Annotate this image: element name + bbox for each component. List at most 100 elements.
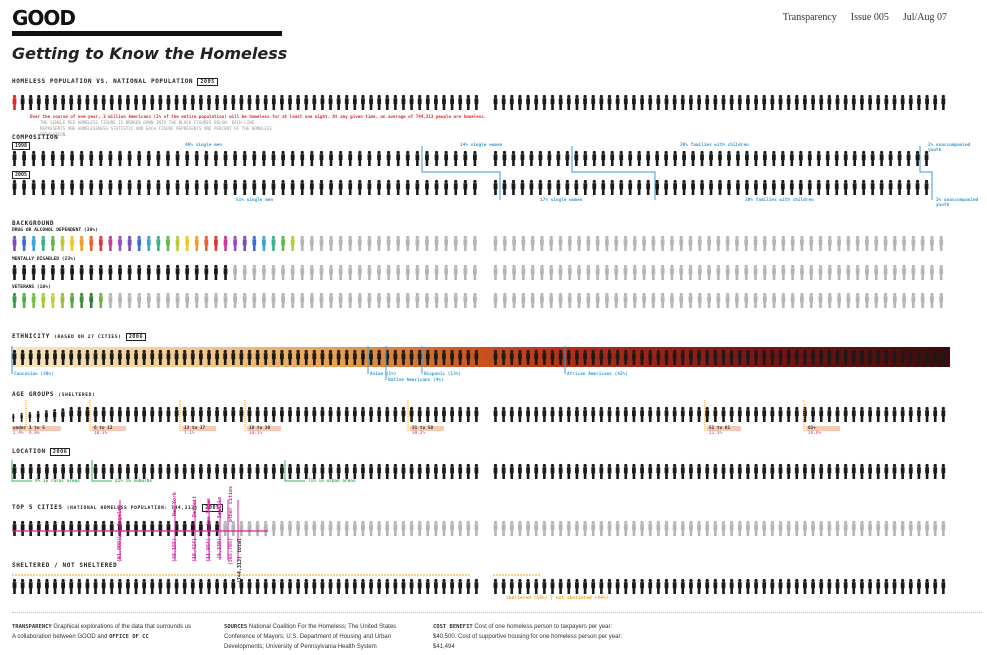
person-figure	[615, 463, 620, 479]
person-figure	[851, 406, 856, 422]
person-figure	[474, 463, 479, 479]
population-row-right	[493, 94, 949, 110]
person-figure	[843, 94, 848, 110]
person-figure	[846, 292, 851, 308]
population-legend: THE SINGLE RED HOMELESS FIGURE IS BROKEN…	[40, 120, 272, 137]
person-figure	[502, 292, 507, 308]
person-figure	[502, 179, 507, 195]
person-figure	[851, 349, 856, 365]
person-figure	[721, 94, 726, 110]
person-figure	[271, 150, 276, 166]
person-figure	[239, 349, 244, 365]
person-figure	[915, 150, 920, 166]
person-figure	[648, 578, 653, 594]
person-figure	[28, 520, 33, 536]
person-figure	[558, 520, 563, 536]
person-figure	[772, 235, 776, 251]
person-figure	[493, 292, 498, 308]
person-figure	[876, 349, 881, 365]
person-figure	[281, 235, 285, 251]
person-figure	[623, 94, 628, 110]
person-figure	[134, 463, 138, 479]
person-figure	[98, 150, 103, 166]
person-figure	[296, 578, 301, 594]
person-figure	[860, 463, 864, 479]
person-figure	[473, 235, 477, 251]
person-figure	[185, 264, 190, 280]
person-figure	[933, 578, 938, 594]
ethnicity-row-left	[12, 349, 482, 365]
person-figure	[190, 578, 195, 594]
person-figure	[417, 520, 422, 536]
person-figure	[319, 179, 324, 195]
person-figure	[682, 179, 686, 195]
person-figure	[369, 94, 373, 110]
person-figure	[911, 292, 916, 308]
person-figure	[304, 463, 309, 479]
person-figure	[707, 264, 711, 280]
person-figure	[60, 179, 65, 195]
person-figure	[12, 520, 17, 536]
person-figure	[28, 578, 33, 594]
person-figure	[348, 179, 353, 195]
person-figure	[434, 179, 439, 195]
person-figure	[778, 406, 783, 422]
person-figure	[623, 292, 628, 308]
person-figure	[794, 406, 799, 422]
person-figure	[493, 235, 498, 251]
person-figure	[280, 463, 284, 479]
person-figure	[70, 292, 74, 308]
section-population-title: HOMELESS POPULATION VS. NATIONAL POPULAT…	[12, 78, 218, 86]
person-figure	[190, 349, 195, 365]
person-figure	[361, 94, 365, 110]
ethnicity-asian: Asian (1%)	[370, 372, 397, 377]
person-figure	[101, 578, 106, 594]
person-figure	[338, 235, 343, 251]
person-figure	[846, 264, 851, 280]
background-drug-left	[12, 235, 482, 251]
person-figure	[729, 94, 734, 110]
person-figure	[45, 94, 49, 110]
person-figure	[493, 179, 498, 195]
population-row-left	[12, 94, 482, 110]
person-figure	[89, 179, 94, 195]
person-figure	[239, 94, 244, 110]
person-figure	[860, 520, 864, 536]
person-figure	[941, 349, 946, 365]
person-figure	[941, 520, 946, 536]
person-figure	[729, 406, 734, 422]
person-figure	[933, 406, 938, 422]
person-figure	[501, 406, 506, 422]
person-figure	[610, 150, 615, 166]
person-figure	[583, 578, 587, 594]
person-figure	[182, 578, 187, 594]
person-figure	[586, 235, 591, 251]
person-figure	[357, 264, 362, 280]
person-figure	[900, 520, 905, 536]
person-figure	[941, 463, 946, 479]
figure-strip	[493, 150, 929, 166]
person-figure	[425, 235, 429, 251]
person-figure	[174, 578, 179, 594]
person-figure	[242, 179, 247, 195]
person-figure	[876, 578, 881, 594]
person-figure	[61, 463, 66, 479]
person-figure	[146, 292, 151, 308]
person-figure	[242, 150, 247, 166]
person-figure	[876, 520, 881, 536]
person-figure	[790, 264, 795, 280]
person-figure	[290, 150, 295, 166]
person-figure	[386, 235, 391, 251]
person-figure	[215, 406, 219, 422]
person-figure	[223, 179, 228, 195]
person-figure	[417, 406, 422, 422]
section-sheltered-title: SHELTERED / NOT SHELTERED	[12, 562, 118, 569]
person-figure	[474, 349, 479, 365]
person-figure	[409, 578, 414, 594]
person-figure	[12, 349, 17, 365]
person-figure	[336, 463, 341, 479]
person-figure	[640, 94, 644, 110]
person-figure	[425, 349, 430, 365]
person-figure	[328, 94, 333, 110]
